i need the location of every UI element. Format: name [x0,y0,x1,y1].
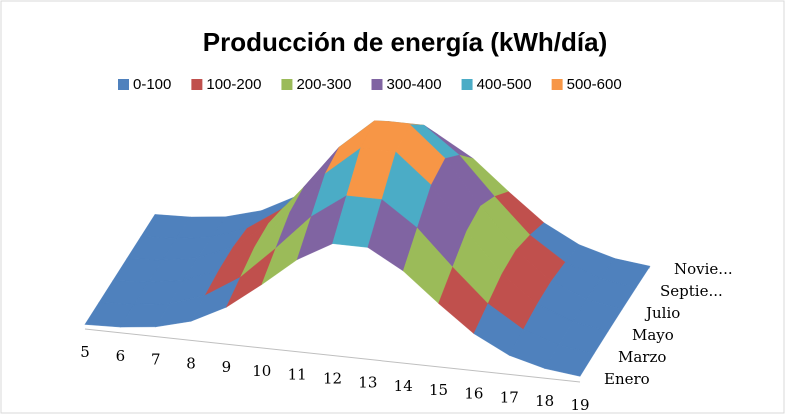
legend-label: 400-500 [477,76,532,93]
legend-label: 100-200 [206,76,261,93]
x-tick-label: 12 [323,370,342,388]
floor-edge [84,328,581,383]
x-tick-label: 10 [252,362,271,380]
legend-swatch [371,79,383,90]
depth-tick-label: Novie... [674,260,733,278]
depth-tick-label: Marzo [618,348,666,366]
legend-label: 200-300 [296,76,351,93]
x-tick-label: 13 [358,373,377,391]
depth-tick-label: Julio [644,304,680,322]
x-tick-label: 11 [288,366,307,384]
x-tick-label: 5 [80,343,90,361]
x-tick-label: 18 [535,392,554,410]
x-tick-label: 8 [186,354,196,372]
x-tick-label: 6 [116,347,126,365]
surface-patch [544,344,595,377]
chart-title: Producción de energía (kWh/día) [203,27,608,57]
legend-label: 500-600 [567,76,622,93]
legend-swatch [281,79,293,90]
x-tick-label: 9 [222,358,232,376]
legend-swatch [118,79,129,90]
x-tick-label: 14 [394,377,413,395]
depth-tick-label: Septie... [660,282,723,300]
legend-label: 0-100 [133,76,171,93]
x-tick-label: 17 [500,388,519,406]
depth-tick-label: Mayo [632,326,674,344]
x-tick-label: 15 [429,381,448,399]
x-tick-label: 19 [570,396,589,414]
legend-swatch [191,79,203,90]
x-tick-label: 7 [151,351,161,369]
x-tick-label: 16 [464,385,483,403]
legend-swatch [551,79,563,90]
legend-swatch [461,79,473,90]
legend-label: 300-400 [387,76,442,93]
depth-tick-label: Enero [604,370,650,388]
